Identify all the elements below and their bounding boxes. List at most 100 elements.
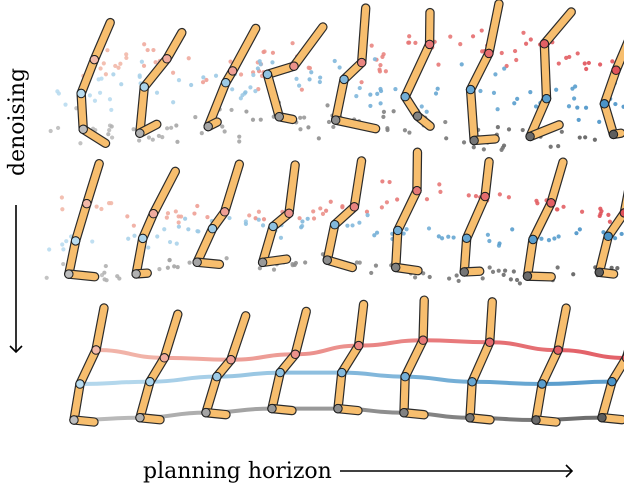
noise-dot (102, 270, 107, 275)
noise-dot (101, 61, 106, 66)
noise-dot (150, 137, 155, 142)
noise-dot (332, 58, 337, 64)
noise-dot (331, 124, 336, 130)
top-joint (353, 340, 364, 351)
noise-dot (162, 227, 167, 232)
hopper-pose (69, 303, 109, 427)
knee-joint (541, 93, 552, 104)
noise-dot (561, 204, 566, 209)
noise-dot (546, 238, 552, 243)
noise-dot (300, 219, 305, 224)
top-joint (418, 335, 428, 345)
noise-dot (609, 265, 614, 270)
noise-dot (299, 87, 304, 92)
noise-dot (577, 135, 582, 140)
noise-dot (613, 101, 618, 107)
noise-dot (448, 34, 453, 39)
noise-dot (243, 221, 249, 226)
knee-joint (599, 99, 610, 109)
top-joint (619, 208, 624, 218)
hopper-pose (203, 23, 261, 132)
noise-dot (171, 100, 176, 105)
knee-joint (465, 84, 476, 95)
ankle-joint (201, 407, 211, 418)
noise-dot (598, 211, 603, 217)
noise-dot (490, 269, 496, 274)
noise-dot (381, 52, 386, 57)
noise-dot (261, 217, 267, 222)
noise-dot (503, 268, 508, 273)
ankle-joint (203, 121, 213, 132)
noise-dot (495, 107, 500, 112)
noise-dot (407, 130, 412, 135)
noise-dot (60, 207, 65, 212)
knee-joint (461, 233, 472, 243)
noise-dot (601, 230, 606, 235)
noise-dot (247, 213, 252, 218)
noise-dot (493, 72, 498, 77)
ankle-joint (525, 131, 535, 142)
trajectory-curve (540, 379, 614, 386)
noise-dot (309, 70, 314, 75)
noise-dot (368, 92, 373, 97)
noise-dot (201, 75, 206, 80)
noise-dot (145, 47, 150, 53)
trajectory-curve (78, 379, 152, 386)
noise-dot (575, 105, 580, 110)
ankle-joint (322, 255, 333, 265)
ankle-joint (522, 271, 533, 281)
noise-dot (157, 266, 162, 272)
ankle-joint (333, 403, 343, 414)
noise-dot (228, 59, 233, 64)
hopper-pose (76, 17, 115, 149)
noise-dot (156, 133, 162, 139)
noise-dot (444, 136, 449, 141)
noise-dot (251, 72, 256, 78)
noise-dot (237, 134, 242, 139)
noise-dot (466, 193, 471, 198)
noise-dot (523, 41, 529, 46)
clean-row (69, 295, 624, 427)
noise-dot (154, 90, 160, 95)
noise-dot (478, 88, 483, 94)
noise-dot (402, 128, 408, 133)
noise-dot (582, 61, 587, 66)
noise-dot (471, 145, 476, 150)
top-joint (356, 57, 367, 68)
noise-dot (106, 132, 111, 137)
noise-dot (253, 216, 258, 221)
noise-dot (461, 140, 467, 145)
noise-dot (379, 205, 384, 210)
noise-dot (426, 226, 432, 231)
noise-dot (407, 34, 412, 39)
noise-dot (299, 225, 304, 230)
knee-joint (268, 221, 278, 232)
ankle-joint (274, 112, 284, 122)
noise-dot (131, 127, 136, 132)
trajectory-curve (94, 348, 167, 360)
noise-dot (436, 234, 441, 239)
noise-dot (109, 135, 115, 140)
noise-dot (325, 103, 330, 108)
knee-joint (70, 236, 81, 246)
noise-dot (586, 60, 591, 66)
ankle-joint (257, 257, 268, 268)
noise-dot (256, 209, 261, 214)
noise-dot (345, 223, 350, 228)
noise-dot (372, 233, 377, 238)
noise-dot (139, 59, 144, 64)
noise-dot (548, 144, 553, 149)
noise-dot (487, 265, 492, 270)
top-joint (82, 198, 92, 209)
noise-dot (424, 197, 430, 202)
trajectory-curve (356, 338, 426, 348)
noise-dot (514, 277, 520, 283)
top-joint (539, 39, 550, 49)
noise-dot (458, 42, 463, 47)
knee-joint (221, 78, 231, 88)
noise-dot (528, 90, 533, 95)
noise-dot (368, 103, 373, 109)
top-joint (553, 345, 563, 355)
ankle-joint (597, 412, 607, 423)
noise-dot (175, 139, 180, 144)
